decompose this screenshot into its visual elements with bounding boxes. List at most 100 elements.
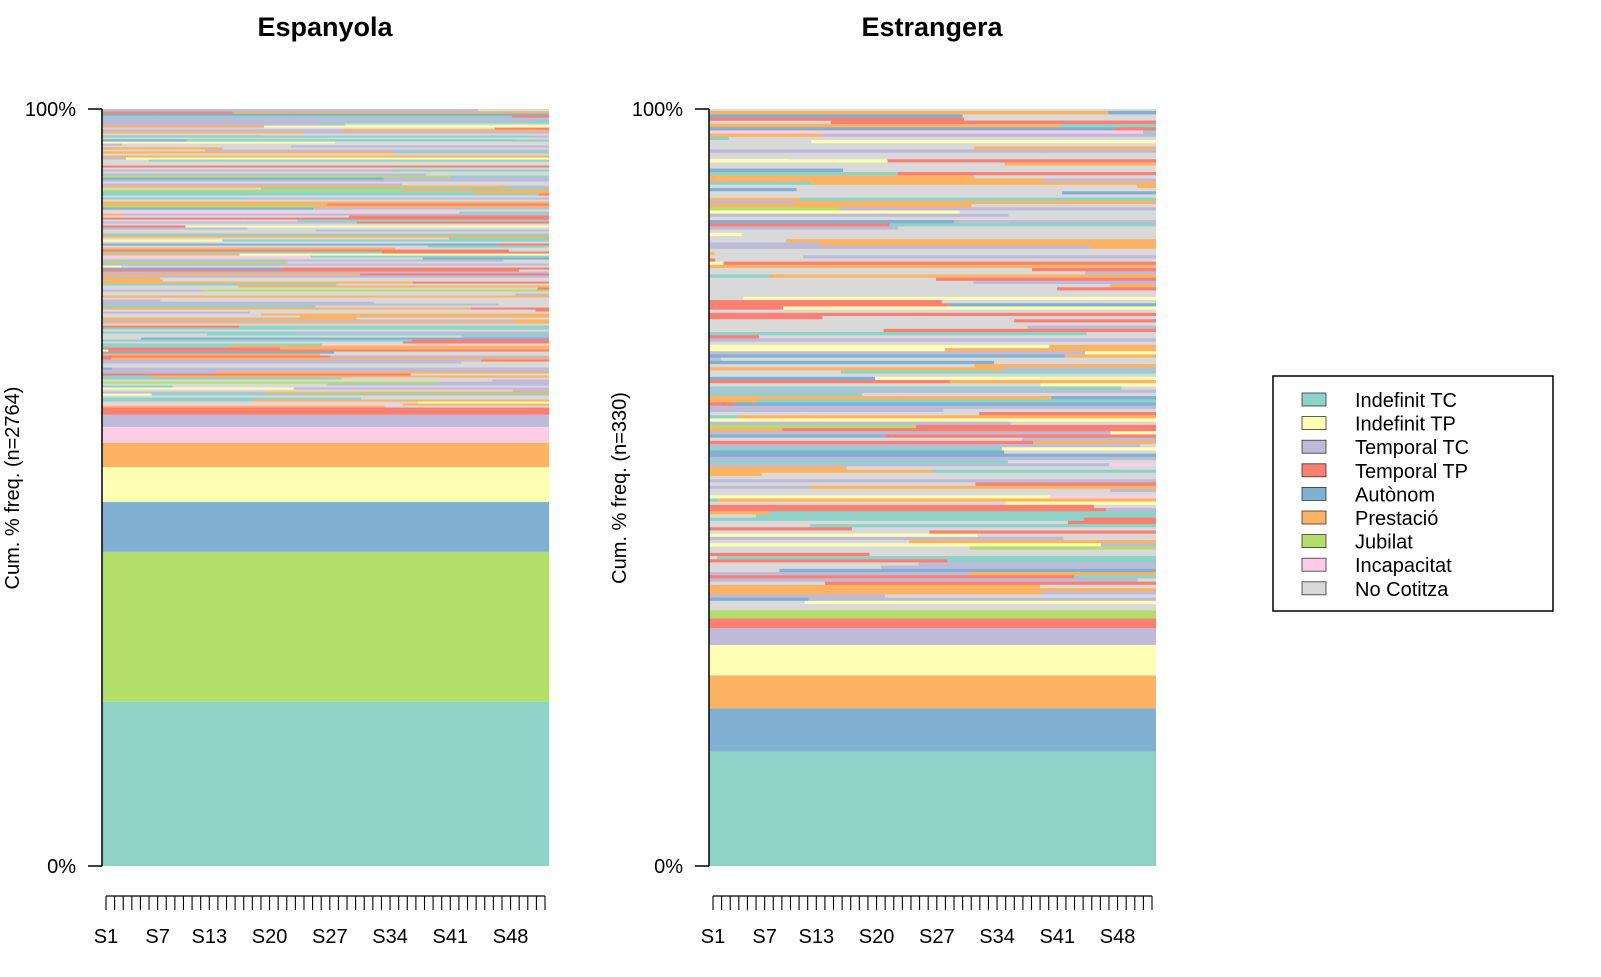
- sequence-segment: [102, 143, 123, 146]
- sequence-segment: [159, 277, 550, 280]
- sequence-segment: [709, 597, 809, 601]
- sequence-segment: [102, 271, 296, 274]
- sequence-segment: [474, 191, 549, 194]
- sequence-segment: [102, 283, 337, 286]
- sequence-segment: [929, 530, 1156, 534]
- sequence-segment: [709, 546, 971, 550]
- panel-espanyola: Espanyola 100% 0% Cum. % freq. (n=2764) …: [2, 12, 550, 948]
- sequence-segment: [709, 210, 960, 214]
- sequence-segment: [945, 152, 1156, 157]
- sequence-segment: [1140, 443, 1156, 448]
- sequence-segment: [102, 383, 328, 386]
- sequence-segment: [944, 347, 1156, 352]
- sequence-segment: [239, 325, 549, 328]
- legend-swatch: [1301, 581, 1327, 596]
- sequence-segment: [1093, 504, 1156, 509]
- sequence-segment: [709, 251, 715, 256]
- sequence-segment: [102, 157, 126, 160]
- sequence-segment: [261, 187, 549, 190]
- sequence-segment: [1127, 475, 1156, 480]
- sequence-segment: [512, 319, 549, 322]
- sequence-segment: [709, 274, 770, 278]
- sequence-segment: [709, 238, 786, 243]
- sequence-segment: [111, 357, 550, 360]
- sequence-segment: [941, 299, 1156, 304]
- sequence-segment: [252, 399, 549, 402]
- sequence-segment: [709, 213, 1009, 217]
- sequence-segment: [709, 408, 944, 413]
- sequence-segment: [125, 157, 549, 160]
- sequence-segment: [1086, 331, 1156, 336]
- sequence-segment: [102, 289, 203, 292]
- sequence-segment: [714, 251, 1156, 256]
- sequence-segment: [102, 221, 357, 224]
- sequence-segment: [265, 275, 549, 278]
- sequence-segment: [206, 333, 550, 336]
- sequence-segment: [287, 261, 549, 264]
- sequence-segment: [250, 311, 549, 314]
- sequence-segment: [394, 151, 549, 154]
- sequence-segment: [1001, 446, 1156, 451]
- sequence-segment: [1109, 462, 1156, 467]
- sequence-segment: [102, 115, 512, 118]
- sequence-segment: [709, 248, 966, 253]
- sequence-segment: [102, 123, 345, 126]
- sequence-segment: [715, 258, 1156, 262]
- sequence-segment: [1102, 293, 1156, 297]
- sequence-segment: [965, 248, 1156, 253]
- sequence-segment: [709, 168, 844, 173]
- sequence-segment: [709, 424, 916, 429]
- sequence-segment: [102, 179, 127, 182]
- sequence-segment: [709, 309, 841, 313]
- sequence-segment: [975, 482, 1156, 486]
- sequence-segment: [102, 329, 419, 332]
- sequence-segment: [709, 590, 1041, 595]
- sequence-segment: [709, 478, 894, 483]
- sequence-segment: [709, 491, 780, 496]
- sequence-segment: [709, 232, 742, 237]
- sequence-segment: [244, 217, 549, 220]
- band-indefinit-tc: [709, 751, 1156, 866]
- sequence-segment: [186, 139, 549, 142]
- sequence-segment: [884, 434, 1156, 438]
- sequence-segment: [102, 287, 538, 290]
- sequence-segment: [374, 301, 549, 304]
- sequence-segment: [709, 338, 727, 342]
- sequence-segment: [709, 312, 927, 317]
- plot-area: [102, 109, 550, 866]
- sequence-segment: [102, 381, 439, 384]
- sequence-segment: [755, 514, 1156, 518]
- sequence-segment: [512, 389, 549, 392]
- sequence-segment: [102, 211, 460, 214]
- sequence-segment: [709, 584, 1041, 589]
- legend-label: No Cotitza: [1355, 579, 1449, 601]
- sequence-segment: [102, 293, 516, 296]
- sequence-segment: [102, 365, 401, 368]
- sequence-segment: [102, 205, 316, 208]
- sequence-segment: [1006, 501, 1156, 505]
- sequence-segment: [295, 271, 549, 274]
- y-tick-label-top: 100%: [25, 99, 76, 121]
- sequence-segment: [1065, 235, 1156, 240]
- sequence-segment: [359, 273, 549, 276]
- sequence-segment: [709, 549, 770, 553]
- sequence-segment: [102, 273, 360, 276]
- sequence-segment: [160, 299, 550, 302]
- sequence-segment: [141, 337, 549, 340]
- legend-label: Incapacitat: [1355, 555, 1452, 577]
- sequence-segment: [262, 133, 549, 136]
- sequence-segment: [709, 350, 1086, 355]
- sequence-segment: [157, 113, 549, 116]
- sequence-segment: [1004, 162, 1156, 166]
- x-axis: S1 S7 S13 S20 S27 S34 S41 S48: [94, 895, 546, 948]
- sequence-segment: [962, 114, 1156, 118]
- sequence-segment: [102, 403, 403, 406]
- band-indefinit-tp: [709, 644, 1156, 676]
- sequence-segment: [102, 111, 233, 114]
- sequence-segment: [709, 341, 1156, 345]
- sequence-segment: [709, 434, 885, 438]
- sequence-segment: [438, 381, 549, 384]
- sequence-segment: [102, 315, 300, 318]
- sequence-segment: [709, 603, 1046, 608]
- sequence-segment: [297, 219, 549, 222]
